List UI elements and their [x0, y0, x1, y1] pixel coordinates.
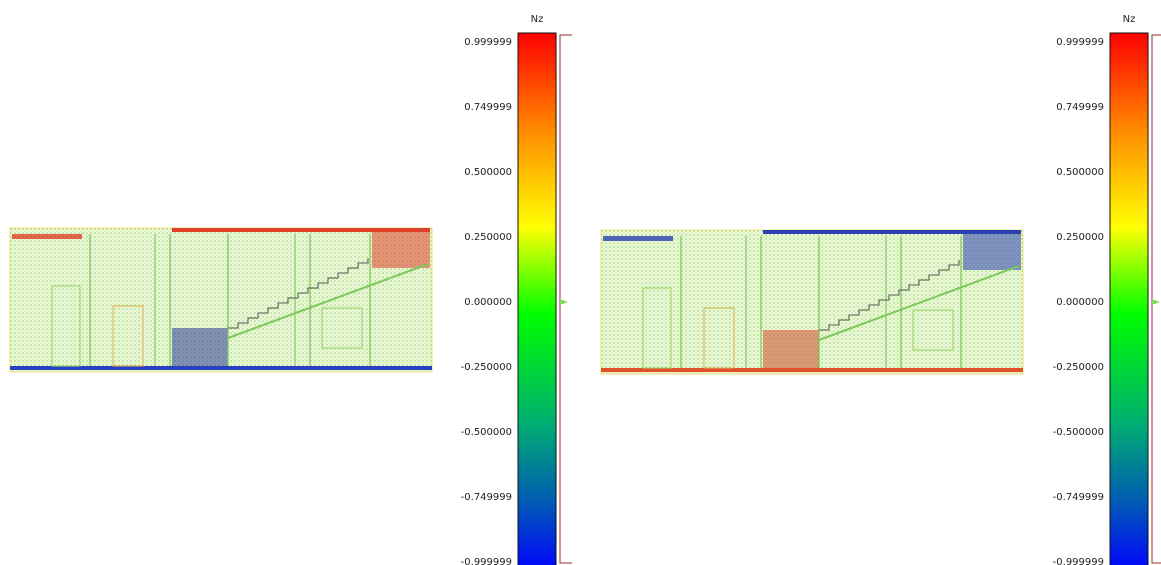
- point-cloud: [601, 230, 1023, 374]
- scale-tick-label: 0.999999: [464, 37, 512, 48]
- cloud-steps: [763, 330, 819, 368]
- scale-tick-label: 0.250000: [1056, 232, 1104, 243]
- scale-tick-label: -0.500000: [461, 427, 512, 438]
- scale-title: Nz: [531, 14, 544, 25]
- screenshot: Nz 0.999999 0.749999 0.500000 0.250000 0.0000…: [0, 0, 1161, 565]
- cloud-top-edge: [12, 234, 82, 239]
- scale-tick-label: 0.500000: [1056, 167, 1104, 178]
- cloud-steps: [172, 328, 228, 366]
- color-bar: [518, 33, 556, 565]
- range-marker: [560, 299, 568, 305]
- cloud-floor: [10, 366, 432, 370]
- color-bar: [1110, 33, 1148, 565]
- scale-tick-label: 0.000000: [1056, 297, 1104, 308]
- cloud-top-edge: [172, 228, 430, 232]
- scale-tick-label: 0.000000: [464, 297, 512, 308]
- scale-tick-label: -0.500000: [1053, 427, 1104, 438]
- range-bracket: [560, 35, 572, 563]
- scale-tick-label: 0.500000: [464, 167, 512, 178]
- range-bracket: [1152, 35, 1161, 563]
- cloud-top-edge: [763, 230, 1021, 234]
- scale-tick-label: 0.250000: [464, 232, 512, 243]
- scale-tick-label: -0.999999: [461, 557, 512, 565]
- scale-tick-label: 0.999999: [1056, 37, 1104, 48]
- cloud-floor: [601, 368, 1023, 372]
- scale-tick-label: 0.749999: [464, 102, 512, 113]
- scale-tick-label: -0.749999: [1053, 492, 1104, 503]
- cloud-corner: [372, 232, 430, 268]
- range-marker: [1152, 299, 1160, 305]
- scale-tick-label: -0.250000: [1053, 362, 1104, 373]
- cloud-corner: [963, 234, 1021, 270]
- scale-tick-label: -0.999999: [1053, 557, 1104, 565]
- cloud-top-edge: [603, 236, 673, 241]
- point-cloud: [10, 228, 432, 372]
- scale-tick-label: 0.749999: [1056, 102, 1104, 113]
- scale-title: Nz: [1123, 14, 1136, 25]
- scale-tick-label: -0.250000: [461, 362, 512, 373]
- scale-tick-label: -0.749999: [461, 492, 512, 503]
